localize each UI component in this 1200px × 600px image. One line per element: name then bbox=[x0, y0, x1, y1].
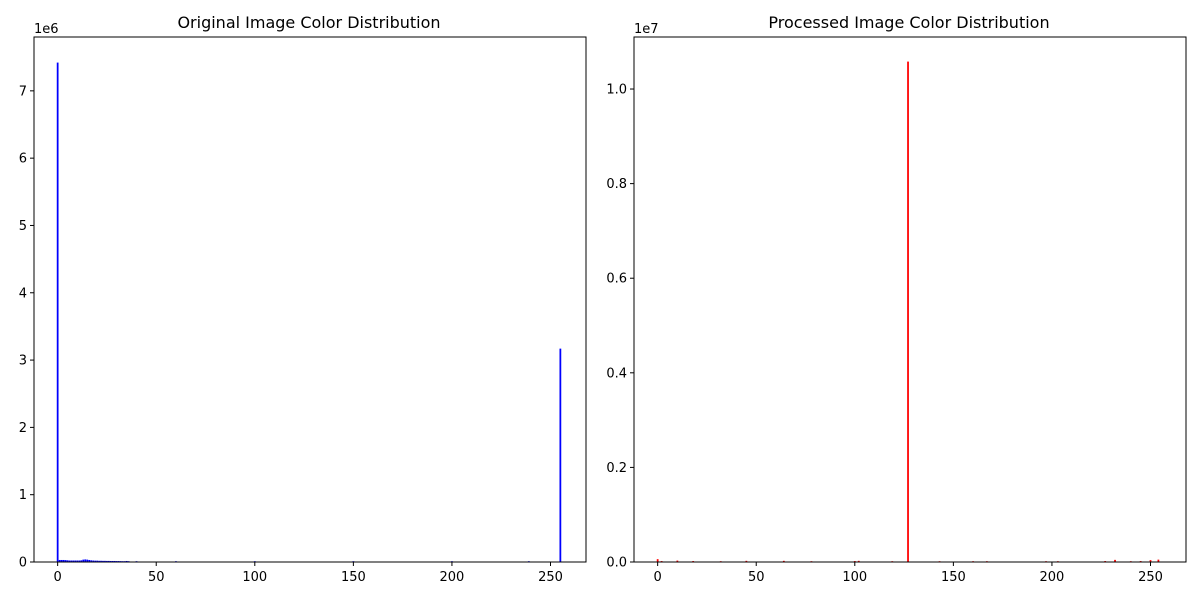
bar bbox=[80, 560, 83, 562]
bar bbox=[70, 560, 73, 562]
chart-title: Processed Image Color Distribution bbox=[768, 13, 1049, 32]
x-tick-label: 0 bbox=[654, 570, 662, 585]
y-tick-label: 4 bbox=[19, 286, 27, 301]
bar bbox=[110, 560, 112, 562]
bar bbox=[94, 560, 96, 562]
x-tick-label: 250 bbox=[1138, 570, 1163, 585]
axes-frame bbox=[633, 36, 1187, 563]
bar bbox=[113, 560, 116, 562]
bar bbox=[1149, 560, 1152, 562]
x-tick-label: 50 bbox=[148, 570, 165, 585]
bar bbox=[64, 560, 67, 562]
y-tick-label: 7 bbox=[19, 84, 27, 99]
bar bbox=[60, 559, 63, 562]
bar bbox=[56, 62, 59, 562]
bar bbox=[86, 559, 89, 562]
bar bbox=[102, 560, 104, 562]
bar bbox=[58, 559, 61, 562]
bar bbox=[1157, 559, 1160, 562]
chart-processed: Processed Image Color Distribution 1e7 0… bbox=[606, 13, 1187, 585]
y-tick-label: 2 bbox=[19, 421, 27, 436]
y-tick-label: 0.2 bbox=[606, 461, 627, 476]
x-tick-label: 200 bbox=[440, 570, 465, 585]
bar bbox=[100, 560, 102, 562]
chart-original: Original Image Color Distribution 1e6 0 5… bbox=[19, 13, 587, 585]
y-tick-label: 0.0 bbox=[606, 556, 627, 571]
x-tick-label: 250 bbox=[538, 570, 563, 585]
x-tick-label: 150 bbox=[341, 570, 366, 585]
bar bbox=[76, 560, 79, 562]
axes-frame bbox=[33, 36, 587, 563]
bar bbox=[78, 560, 81, 562]
y-axis-offset-label: 1e7 bbox=[634, 22, 659, 37]
x-tick-label: 200 bbox=[1040, 570, 1065, 585]
y-tick-label: 5 bbox=[19, 219, 27, 234]
bar bbox=[88, 559, 91, 562]
bar bbox=[66, 560, 69, 562]
x-tick-label: 0 bbox=[54, 570, 62, 585]
y-tick-label: 0.4 bbox=[606, 366, 627, 381]
bar bbox=[108, 560, 110, 562]
y-tick-label: 1 bbox=[19, 488, 27, 503]
x-tick-label: 100 bbox=[842, 570, 867, 585]
bar bbox=[106, 560, 108, 562]
bar bbox=[1114, 559, 1116, 562]
bar bbox=[907, 61, 909, 563]
y-tick-label: 6 bbox=[19, 152, 27, 167]
y-axis-offset-label: 1e6 bbox=[34, 22, 59, 37]
bar bbox=[90, 560, 93, 562]
bar bbox=[72, 560, 75, 562]
x-tick-label: 100 bbox=[242, 570, 267, 585]
y-tick-label: 1.0 bbox=[606, 83, 627, 98]
bar bbox=[68, 560, 71, 562]
bar bbox=[98, 560, 100, 562]
bar bbox=[104, 560, 106, 562]
y-tick-label: 0.8 bbox=[606, 177, 627, 192]
y-tick-label: 0 bbox=[19, 556, 27, 571]
bar bbox=[676, 560, 679, 562]
plot-area: 0 50 100 150 200 250 0.0 0.2 0.4 0.6 0.8 1.0 bbox=[606, 36, 1187, 585]
bar bbox=[125, 560, 128, 562]
bar bbox=[111, 560, 114, 562]
x-tick-label: 150 bbox=[941, 570, 966, 585]
bar bbox=[656, 559, 659, 562]
bar bbox=[62, 559, 65, 562]
bar bbox=[96, 560, 98, 562]
bar bbox=[82, 559, 85, 562]
bar bbox=[782, 560, 785, 562]
bar bbox=[84, 559, 87, 562]
x-tick-label: 50 bbox=[748, 570, 765, 585]
chart-title: Original Image Color Distribution bbox=[177, 13, 440, 32]
bar bbox=[92, 560, 95, 562]
bar bbox=[745, 560, 748, 562]
bar bbox=[74, 560, 77, 562]
bar bbox=[559, 348, 562, 562]
y-tick-label: 0.6 bbox=[606, 272, 627, 287]
plot-area: 0 50 100 150 200 250 0 1 2 3 4 5 6 7 bbox=[19, 36, 587, 585]
y-tick-label: 3 bbox=[19, 354, 27, 369]
bar bbox=[857, 560, 860, 562]
